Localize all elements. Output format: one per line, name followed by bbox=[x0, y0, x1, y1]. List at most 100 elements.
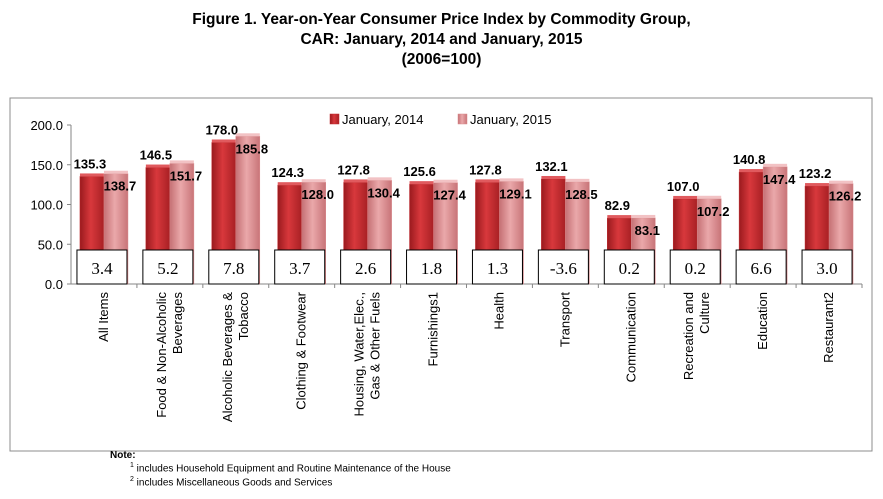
inflation-rate-box bbox=[603, 249, 655, 285]
inflation-rate-label: 0.2 bbox=[685, 259, 706, 278]
note-1: 1 includes Household Equipment and Routi… bbox=[130, 462, 451, 474]
legend-swatch-2015 bbox=[457, 113, 468, 125]
bar-cap bbox=[763, 163, 788, 167]
inflation-rate-label: 2.6 bbox=[355, 259, 376, 278]
bar-cap bbox=[367, 177, 392, 181]
bar-cap bbox=[79, 173, 104, 177]
bar-cap bbox=[277, 182, 302, 186]
y-tick-label: 150.0 bbox=[30, 158, 63, 173]
legend-label: January, 2015 bbox=[470, 112, 551, 127]
bar-cap bbox=[829, 180, 854, 184]
data-label: 107.2 bbox=[697, 204, 730, 219]
bar-cap bbox=[739, 169, 764, 173]
inflation-rate-box bbox=[735, 249, 787, 285]
legend-swatch-2014 bbox=[329, 113, 340, 125]
data-label: 128.5 bbox=[565, 187, 598, 202]
data-label: 146.5 bbox=[140, 148, 173, 163]
category-label: Housing, Water,Elec., bbox=[352, 292, 367, 417]
inflation-rate-box bbox=[537, 249, 589, 285]
inflation-rate-box bbox=[142, 249, 194, 285]
data-label: 124.3 bbox=[271, 165, 304, 180]
category-label: Furnishings1 bbox=[426, 292, 441, 366]
data-label: 126.2 bbox=[829, 189, 862, 204]
inflation-rate-box bbox=[471, 249, 523, 285]
bar-cap bbox=[673, 195, 698, 199]
data-label: 127.8 bbox=[337, 162, 370, 177]
bar-cap bbox=[475, 179, 500, 183]
inflation-rate-box bbox=[669, 249, 721, 285]
inflation-rate-label: 6.6 bbox=[751, 259, 772, 278]
inflation-rate-box bbox=[274, 249, 326, 285]
data-label: 127.4 bbox=[433, 188, 466, 203]
data-label: 83.1 bbox=[635, 223, 660, 238]
inflation-rate-label: 1.3 bbox=[487, 259, 508, 278]
y-tick-label: 200.0 bbox=[30, 118, 63, 133]
data-label: 127.8 bbox=[469, 162, 502, 177]
note-2-mark: 2 bbox=[130, 476, 134, 483]
figure-title-line-2: CAR: January, 2014 and January, 2015 bbox=[300, 31, 583, 48]
data-label: 128.0 bbox=[301, 187, 334, 202]
category-label: Health bbox=[491, 292, 506, 330]
category-label: Tobacco bbox=[236, 292, 251, 340]
bar-cap bbox=[565, 178, 590, 182]
inflation-rate-box bbox=[340, 249, 392, 285]
inflation-rate-label: 5.2 bbox=[157, 259, 178, 278]
y-tick-label: 0.0 bbox=[45, 277, 63, 292]
category-label: Transport bbox=[557, 292, 572, 348]
category-label: Food & Non-Alcoholic bbox=[154, 292, 169, 418]
bar-cap bbox=[211, 139, 236, 143]
bar-cap bbox=[433, 179, 458, 183]
figure-title-line-3: (2006=100) bbox=[401, 51, 482, 68]
category-label: Clothing & Footwear bbox=[294, 291, 309, 409]
bar-cap bbox=[103, 170, 128, 174]
category-label: Beverages bbox=[170, 292, 185, 355]
data-label: 185.8 bbox=[236, 141, 269, 156]
bar-cap bbox=[343, 179, 368, 183]
bar-cap bbox=[169, 160, 194, 164]
data-label: 123.2 bbox=[799, 166, 832, 181]
category-label: Culture bbox=[697, 292, 712, 334]
inflation-rate-label: 7.8 bbox=[223, 259, 244, 278]
bar-cap bbox=[805, 183, 830, 187]
bar-cap bbox=[409, 181, 434, 185]
data-label: 107.0 bbox=[667, 179, 700, 194]
category-label: Alcoholic Beverages & bbox=[220, 292, 235, 422]
bar-cap bbox=[541, 175, 566, 179]
note-2: 2 includes Miscellaneous Goods and Servi… bbox=[130, 476, 332, 488]
data-label: 129.1 bbox=[499, 186, 532, 201]
bar-cap bbox=[499, 178, 524, 182]
category-label: Communication bbox=[623, 292, 638, 382]
data-label: 138.7 bbox=[104, 179, 137, 194]
note-1-text: includes Household Equipment and Routine… bbox=[133, 463, 451, 475]
figure-title-line-1: Figure 1. Year-on-Year Consumer Price In… bbox=[192, 11, 691, 28]
category-label: Education bbox=[755, 292, 770, 350]
data-label: 132.1 bbox=[535, 159, 568, 174]
inflation-rate-label: 0.2 bbox=[619, 259, 640, 278]
data-label: 178.0 bbox=[206, 122, 239, 137]
note-1-mark: 1 bbox=[130, 462, 134, 469]
data-label: 140.8 bbox=[733, 152, 766, 167]
data-label: 147.4 bbox=[763, 172, 796, 187]
bar-cap bbox=[697, 195, 722, 199]
inflation-rate-label: 1.8 bbox=[421, 259, 442, 278]
y-tick-label: 100.0 bbox=[30, 198, 63, 213]
inflation-rate-box bbox=[76, 249, 128, 285]
bar-cap bbox=[301, 179, 326, 183]
inflation-rate-label: 3.7 bbox=[289, 259, 311, 278]
data-label: 82.9 bbox=[605, 198, 630, 213]
note-2-text: includes Miscellaneous Goods and Service… bbox=[133, 477, 333, 489]
inflation-rate-box bbox=[208, 249, 260, 285]
bar-cap bbox=[607, 215, 632, 219]
data-label: 130.4 bbox=[367, 185, 400, 200]
data-label: 151.7 bbox=[170, 168, 203, 183]
category-label: Restaurant2 bbox=[821, 292, 836, 363]
y-tick-label: 50.0 bbox=[38, 237, 63, 252]
inflation-rate-box bbox=[801, 249, 853, 285]
bar-cap bbox=[145, 164, 170, 168]
inflation-rate-label: 3.4 bbox=[91, 259, 113, 278]
notes-block: Note: 1 includes Household Equipment and… bbox=[110, 450, 451, 488]
inflation-rate-label: 3.0 bbox=[816, 259, 837, 278]
data-label: 125.6 bbox=[403, 164, 436, 179]
category-label: Recreation and bbox=[681, 292, 696, 380]
